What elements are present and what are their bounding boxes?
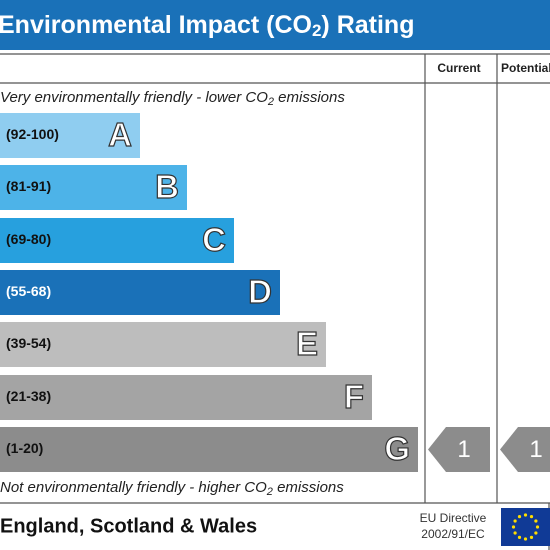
top-note: Very environmentally friendly - lower CO… — [0, 89, 345, 108]
eu-stars — [511, 513, 540, 541]
rating-arrow — [428, 427, 490, 472]
rating-arrow — [500, 427, 550, 472]
bottom-note: Not environmentally friendly - higher CO… — [0, 479, 344, 498]
eu-star — [534, 531, 538, 535]
band-bar — [0, 427, 418, 472]
band-range: (81-91) — [6, 178, 51, 194]
band-range: (1-20) — [6, 440, 43, 456]
eu-star — [523, 537, 528, 541]
band-bar — [0, 165, 187, 210]
band-range: (69-80) — [6, 231, 51, 247]
band-bar — [0, 322, 326, 367]
directive: EU Directive — [420, 511, 487, 525]
title-bar — [0, 0, 550, 50]
band-bar — [0, 375, 372, 420]
directive: 2002/91/EC — [421, 527, 485, 541]
rating-value: 1 — [529, 436, 542, 463]
band-bar — [0, 218, 234, 263]
eu-star — [511, 525, 516, 529]
band-letter: F — [344, 378, 364, 415]
band-letter: B — [155, 168, 179, 205]
frame — [0, 53, 550, 550]
band-bar — [0, 113, 140, 158]
band-letter: E — [296, 325, 318, 362]
eu-star — [513, 519, 517, 523]
eu-star — [517, 535, 522, 539]
column-header: Potential — [501, 61, 550, 75]
band-letter: G — [384, 430, 410, 467]
title: Environmental Impact (CO2) Rating — [0, 11, 414, 41]
eu-star — [529, 515, 534, 519]
band-range: (92-100) — [6, 126, 59, 142]
band-letter: D — [248, 273, 272, 310]
eu-star — [523, 513, 528, 517]
band-bar — [0, 270, 280, 315]
eu-star — [535, 525, 540, 529]
region: England, Scotland & Wales — [0, 515, 257, 537]
eu-star — [534, 519, 538, 523]
band-range: (55-68) — [6, 283, 51, 299]
band-range: (21-38) — [6, 388, 51, 404]
rating-value: 1 — [457, 436, 470, 463]
eu-star — [517, 515, 522, 519]
eu-star — [513, 531, 517, 535]
band-range: (39-54) — [6, 335, 51, 351]
band-letter: A — [108, 116, 132, 153]
band-letter: C — [202, 221, 226, 258]
eu-star — [529, 535, 534, 539]
column-header: Current — [437, 61, 480, 75]
